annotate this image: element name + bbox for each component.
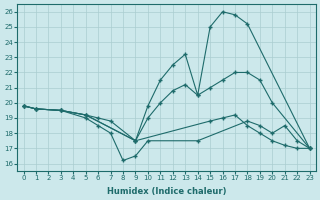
X-axis label: Humidex (Indice chaleur): Humidex (Indice chaleur) (107, 187, 226, 196)
